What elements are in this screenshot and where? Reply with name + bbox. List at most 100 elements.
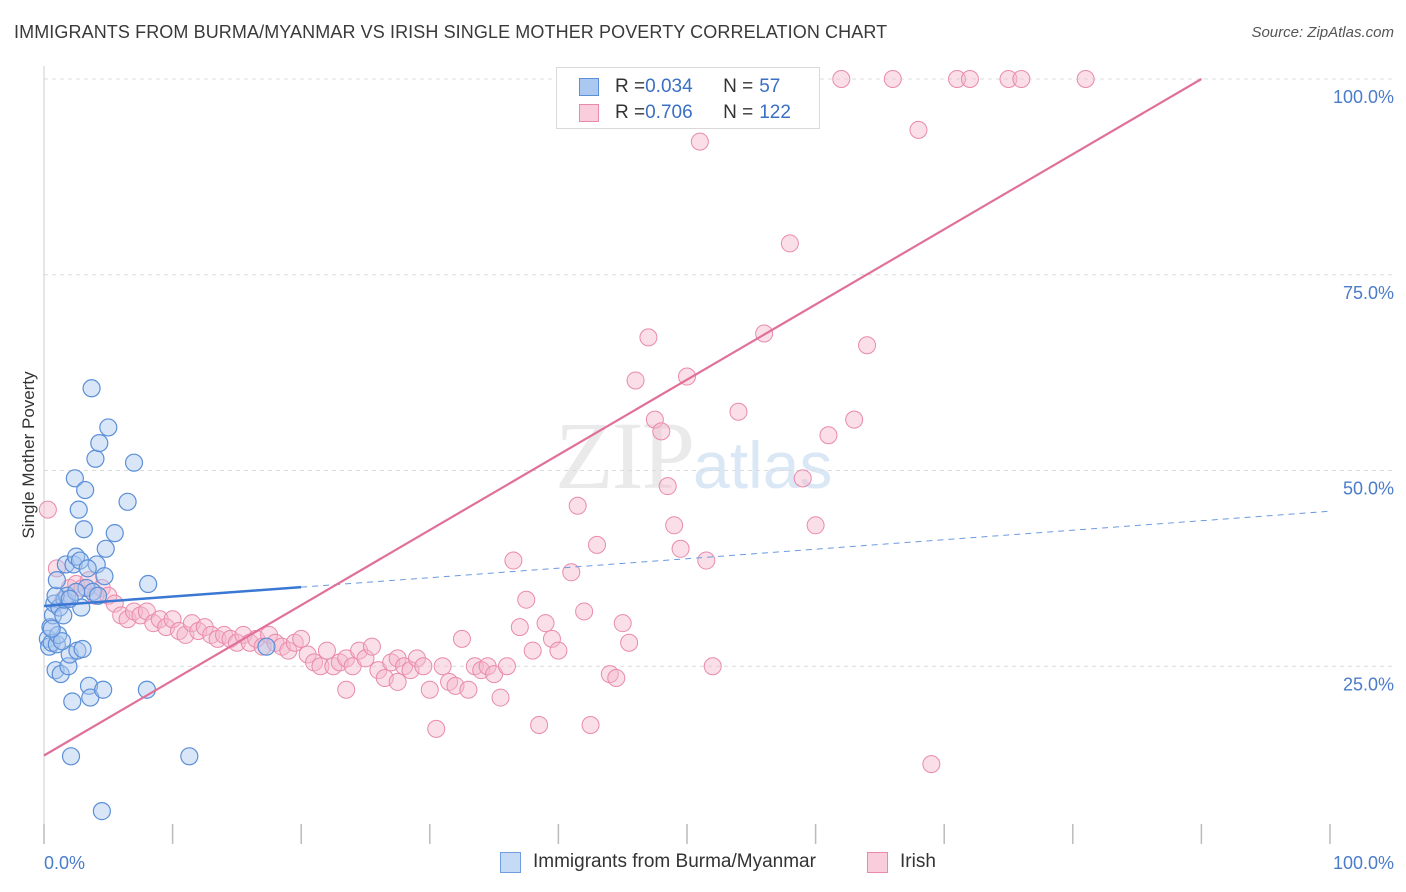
irish-point bbox=[549, 641, 568, 660]
y-tick-label: 50.0% bbox=[1343, 479, 1394, 499]
irish-point bbox=[433, 657, 452, 676]
burma-point bbox=[42, 619, 61, 638]
burma-point bbox=[180, 747, 199, 766]
irish-point bbox=[536, 614, 555, 633]
burma-point bbox=[82, 379, 101, 398]
irish-point bbox=[587, 535, 606, 554]
burma-point bbox=[69, 500, 88, 519]
burma-point bbox=[257, 637, 276, 656]
irish-point bbox=[671, 539, 690, 558]
irish-point bbox=[729, 402, 748, 421]
irish-point bbox=[414, 657, 433, 676]
burma-point bbox=[124, 453, 144, 472]
burma-point bbox=[61, 747, 81, 766]
irish-point bbox=[388, 672, 407, 691]
irish-point bbox=[607, 668, 626, 687]
source-label: Source: ZipAtlas.com bbox=[1251, 24, 1394, 41]
watermark-zip: ZIP bbox=[555, 402, 695, 509]
irish-point bbox=[523, 641, 542, 660]
irish-point bbox=[780, 234, 799, 253]
legend-r-value: 0.034 bbox=[645, 76, 693, 97]
burma-points bbox=[38, 379, 276, 821]
legend-row-pink: R = 0.706 N = 122 bbox=[579, 100, 791, 126]
irish-point bbox=[510, 618, 529, 637]
irish-point bbox=[948, 70, 967, 88]
irish-point bbox=[1076, 70, 1095, 88]
irish-point bbox=[1012, 70, 1031, 88]
irish-point bbox=[639, 328, 658, 347]
irish-point bbox=[311, 657, 330, 676]
legend-r-value: 0.706 bbox=[645, 102, 693, 123]
irish-point bbox=[317, 641, 336, 660]
irish-point bbox=[292, 629, 311, 648]
burma-point bbox=[94, 680, 113, 699]
irish-point bbox=[697, 551, 716, 570]
legend-r-label: R = bbox=[615, 76, 646, 97]
trend-lines bbox=[43, 78, 1331, 757]
axis-labels: 25.0% 50.0% 75.0% 100.0% 0.0% 100.0% Single Mo… bbox=[19, 87, 1394, 873]
irish-point bbox=[504, 551, 523, 570]
burma-point bbox=[47, 571, 66, 590]
irish-point bbox=[819, 426, 838, 445]
irish-point bbox=[38, 500, 57, 519]
burma-point bbox=[99, 418, 118, 437]
watermark: ZIPatlas bbox=[555, 400, 832, 511]
irish-point bbox=[678, 367, 696, 386]
irish-point bbox=[459, 680, 478, 699]
irish-point bbox=[420, 680, 439, 699]
irish-point bbox=[658, 477, 677, 496]
legend-row-blue: R = 0.034 N = 57 bbox=[579, 74, 780, 100]
burma-point bbox=[88, 586, 108, 605]
burma-trend-line bbox=[43, 585, 302, 608]
burma-point bbox=[92, 802, 111, 821]
irish-point bbox=[703, 657, 722, 676]
irish-point bbox=[883, 70, 902, 88]
axes bbox=[43, 66, 1331, 844]
irish-point bbox=[999, 70, 1018, 88]
irish-point bbox=[163, 610, 182, 629]
irish-point bbox=[517, 590, 536, 609]
burma-point bbox=[90, 433, 109, 453]
irish-point bbox=[793, 469, 812, 488]
burma-trend-projection bbox=[301, 510, 1331, 588]
series-legend-pink: Irish bbox=[867, 851, 936, 873]
burma-point bbox=[74, 520, 93, 539]
burma-point bbox=[96, 539, 115, 558]
irish-point bbox=[581, 715, 600, 734]
irish-point bbox=[620, 633, 639, 652]
irish-point bbox=[575, 602, 594, 621]
burma-point bbox=[70, 551, 90, 570]
irish-point bbox=[665, 516, 684, 535]
burma-point bbox=[51, 664, 70, 684]
irish-trend-line bbox=[43, 78, 1202, 757]
series-legend-blue: Immigrants from Burma/Myanmar bbox=[500, 851, 816, 873]
irish-point bbox=[362, 637, 381, 656]
burma-point bbox=[54, 606, 73, 625]
legend-n-value: 122 bbox=[759, 102, 791, 123]
y-tick-label: 75.0% bbox=[1343, 283, 1394, 303]
irish-point bbox=[645, 410, 664, 429]
irish-point bbox=[356, 649, 375, 668]
irish-point bbox=[491, 688, 510, 707]
irish-point bbox=[832, 70, 851, 88]
burma-point bbox=[78, 559, 97, 578]
irish-point bbox=[452, 629, 471, 648]
legend-swatch-blue bbox=[579, 78, 599, 96]
burma-point bbox=[118, 492, 137, 511]
burma-point bbox=[73, 639, 92, 659]
irish-point bbox=[845, 410, 864, 429]
correlation-legend: R = 0.034 N = 57 R = 0.706 N = 122 bbox=[556, 67, 820, 129]
irish-points bbox=[38, 70, 1095, 774]
series-label-blue: Immigrants from Burma/Myanmar bbox=[533, 851, 816, 872]
x-tick-label: 100.0% bbox=[1333, 853, 1394, 873]
series-label-pink: Irish bbox=[900, 851, 936, 872]
irish-point bbox=[568, 496, 587, 515]
irish-point bbox=[613, 614, 632, 633]
irish-point bbox=[806, 516, 825, 535]
legend-r-label: R = bbox=[615, 102, 646, 123]
irish-point bbox=[337, 680, 356, 699]
irish-point bbox=[626, 371, 645, 390]
irish-point bbox=[652, 422, 671, 441]
watermark-atlas: atlas bbox=[693, 428, 833, 502]
